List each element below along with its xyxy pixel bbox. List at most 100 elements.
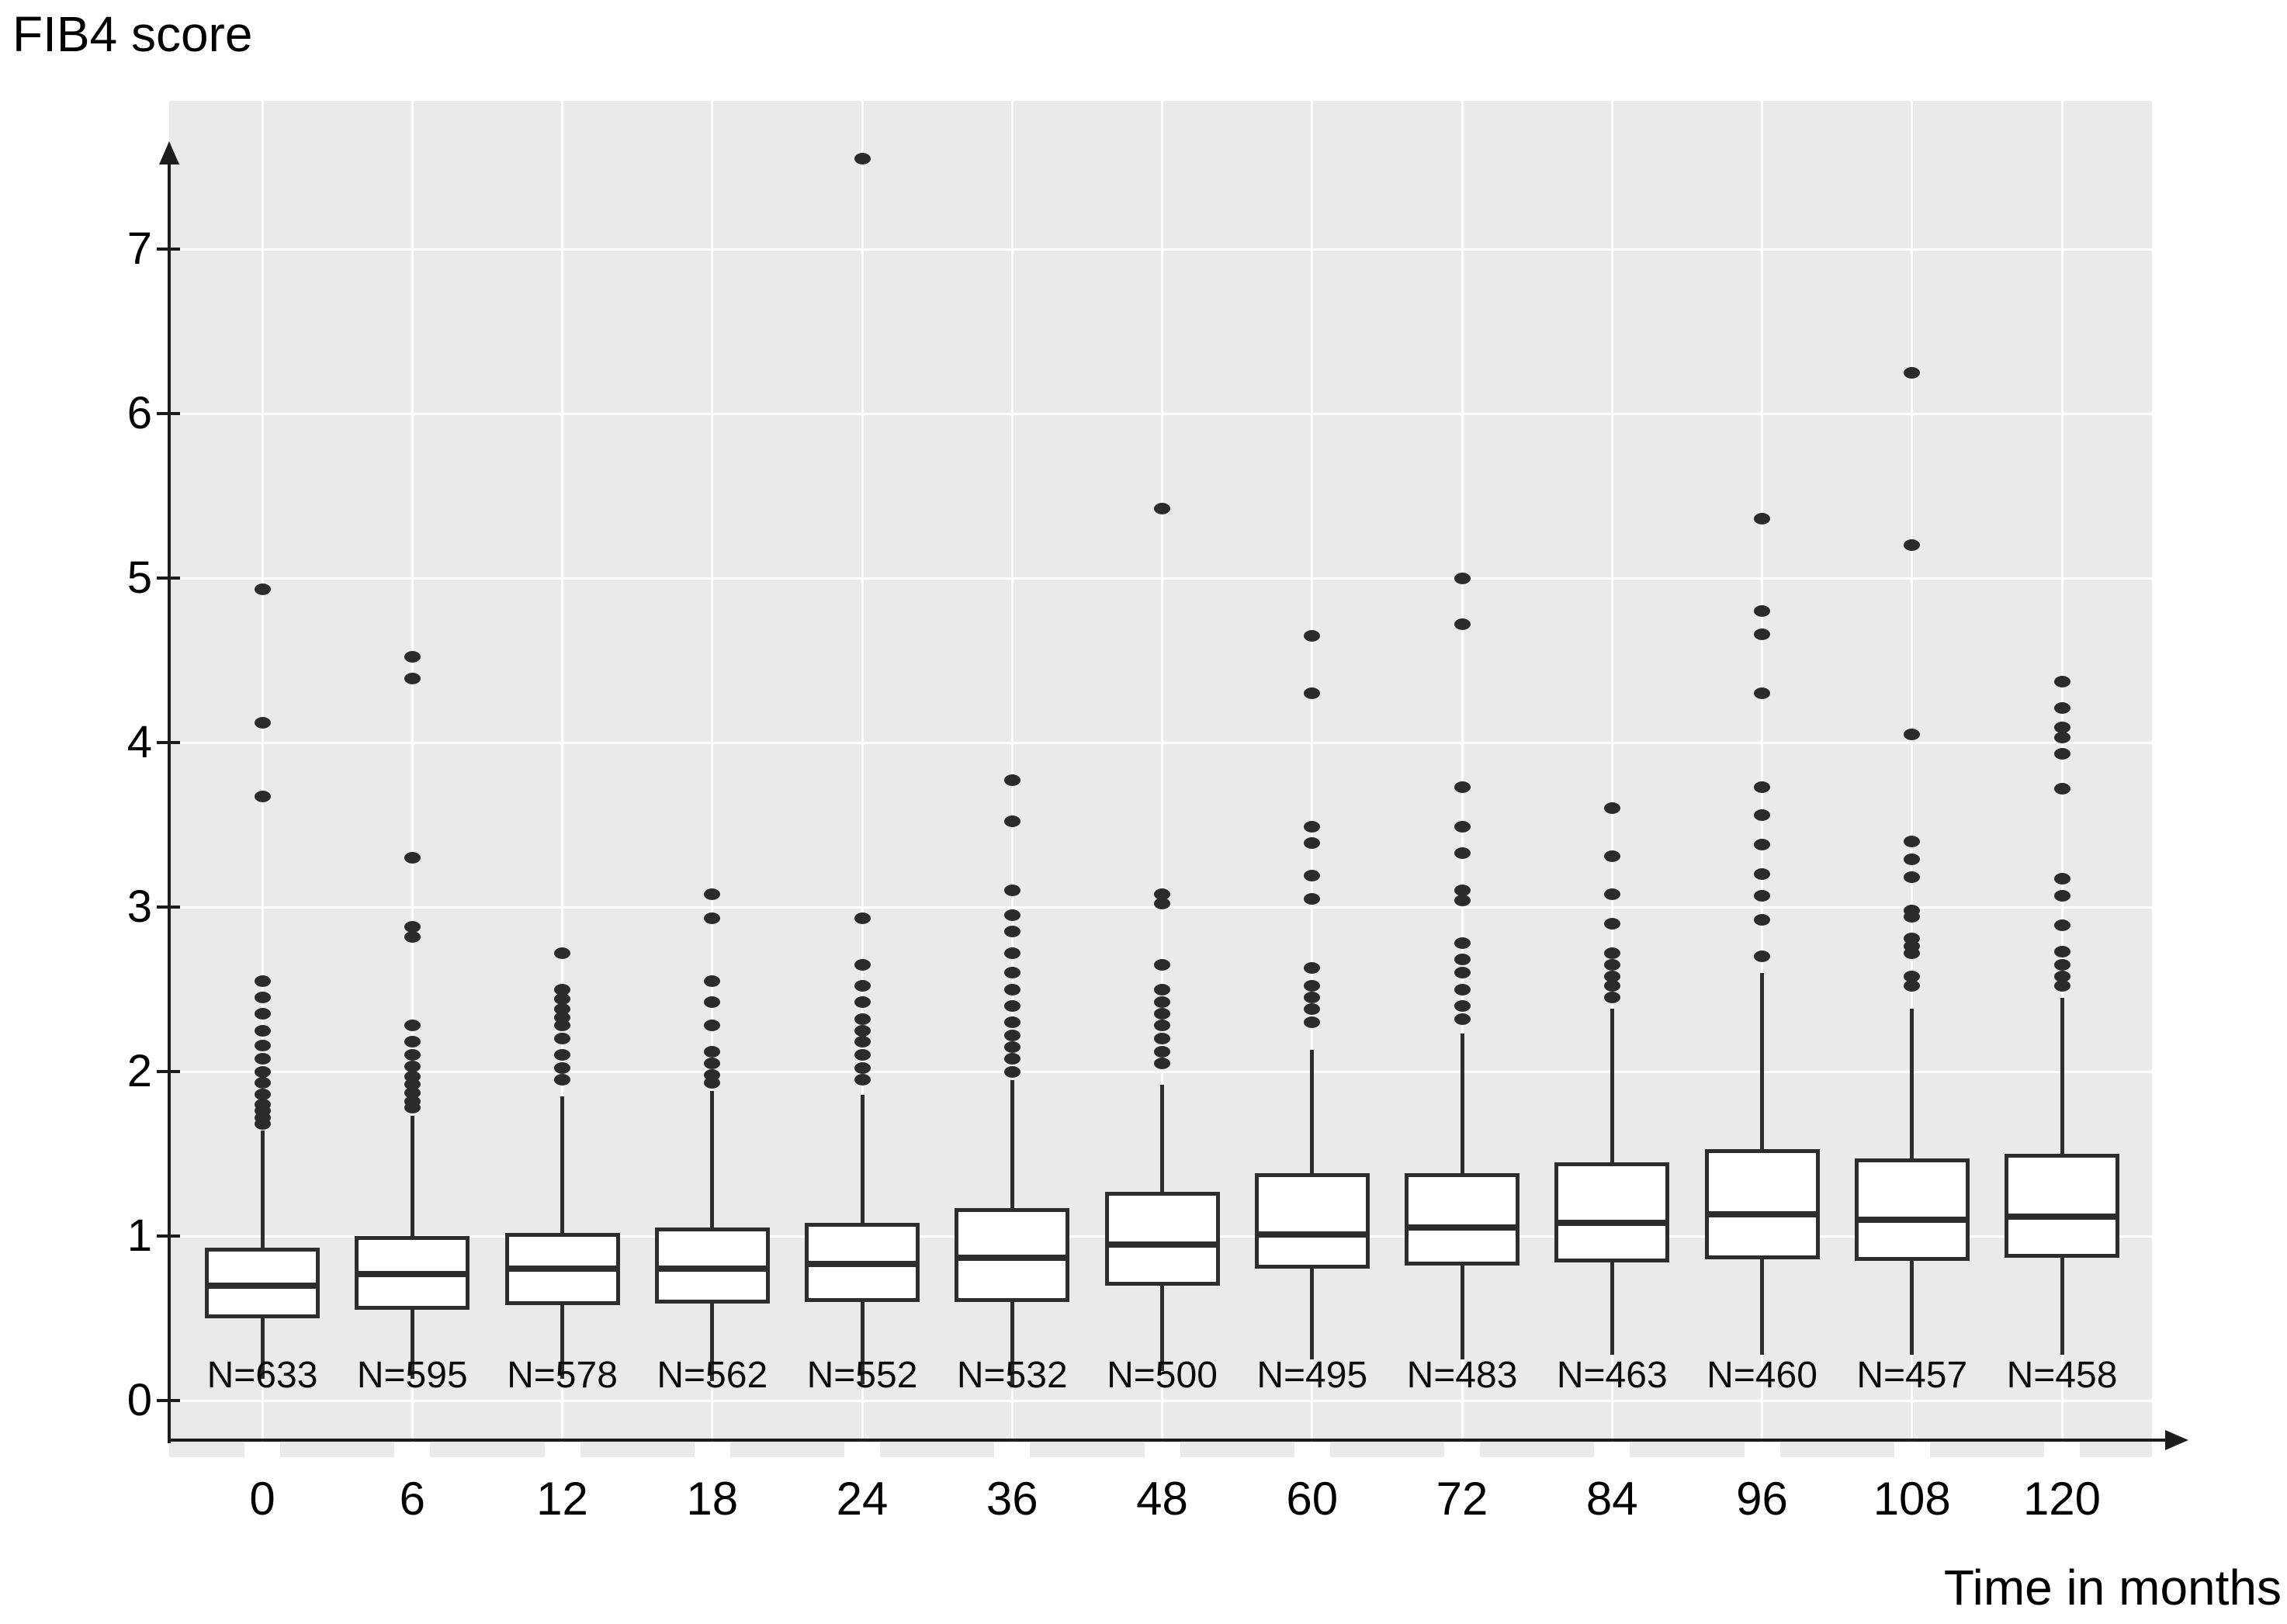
boxplot-median [504, 1266, 620, 1273]
outlier-dot [1304, 1002, 1321, 1015]
outlier-dot [404, 1049, 421, 1061]
outlier-dot [704, 975, 721, 987]
outlier-dot [1304, 961, 1321, 974]
h-gridline [169, 577, 2152, 580]
boxplot-median [805, 1261, 920, 1268]
outlier-dot [854, 958, 871, 971]
h-gridline [169, 1070, 2152, 1073]
outlier-dot [254, 1098, 271, 1110]
n-count-label: N=595 [356, 1355, 468, 1396]
y-tick-label: 7 [126, 223, 152, 274]
y-axis-tick [157, 741, 180, 744]
x-tick-label: 24 [836, 1473, 889, 1525]
outlier-dot [404, 651, 421, 663]
outlier-dot [854, 996, 871, 1009]
outlier-dot [1603, 958, 1620, 971]
x-tick-label: 96 [1736, 1473, 1788, 1525]
outlier-dot [1003, 983, 1020, 996]
outlier-dot [1003, 1041, 1020, 1053]
outlier-dot [554, 1049, 570, 1061]
y-axis-tick [157, 248, 180, 251]
outlier-dot [1003, 1052, 1020, 1065]
outlier-dot [1003, 1065, 1020, 1078]
outlier-dot [854, 152, 871, 164]
outlier-dot [2053, 980, 2070, 992]
outlier-dot [1754, 889, 1770, 902]
outlier-dot [1904, 932, 1921, 944]
v-gridline [411, 101, 414, 1457]
outlier-dot [854, 1062, 871, 1075]
x-axis-tick-notch [844, 1442, 880, 1457]
boxplot-box [1554, 1162, 1670, 1262]
x-tick-label: 6 [399, 1473, 425, 1525]
x-axis-tick-notch [244, 1442, 280, 1457]
outlier-dot [254, 1039, 271, 1051]
v-gridline [1761, 101, 1763, 1457]
outlier-dot [1454, 820, 1471, 833]
n-count-label: N=460 [1707, 1355, 1817, 1396]
outlier-dot [254, 791, 271, 803]
outlier-dot [1454, 847, 1471, 859]
outlier-dot [1904, 539, 1921, 552]
outlier-dot [1603, 947, 1620, 959]
outlier-dot [1154, 898, 1170, 910]
outlier-dot [2053, 919, 2070, 931]
y-axis-tick [157, 412, 180, 415]
boxplot-median [1405, 1224, 1519, 1231]
outlier-dot [704, 1020, 721, 1032]
v-gridline [1161, 101, 1163, 1457]
x-axis-tick-notch [994, 1442, 1031, 1457]
outlier-dot [404, 1087, 421, 1099]
n-count-label: N=633 [206, 1355, 318, 1396]
x-axis-tick-notch [1894, 1442, 1930, 1457]
v-gridline [1610, 101, 1613, 1457]
boxplot-box [1704, 1148, 1820, 1259]
outlier-dot [254, 1065, 271, 1078]
outlier-dot [1754, 868, 1770, 881]
outlier-dot [1754, 809, 1770, 821]
outlier-dot [1754, 838, 1770, 850]
outlier-dot [1754, 604, 1770, 617]
outlier-dot [1603, 980, 1620, 992]
outlier-dot [1304, 980, 1321, 992]
outlier-dot [1454, 954, 1471, 966]
outlier-dot [1304, 892, 1321, 905]
outlier-dot [1754, 513, 1770, 525]
outlier-dot [554, 993, 570, 1006]
v-gridline [1461, 101, 1464, 1457]
v-gridline [561, 101, 563, 1457]
x-axis-tick-notch [1444, 1442, 1480, 1457]
n-count-label: N=463 [1556, 1355, 1668, 1396]
outlier-dot [2053, 748, 2070, 760]
outlier-dot [1003, 999, 1020, 1012]
outlier-dot [1454, 937, 1471, 950]
boxplot-median [654, 1266, 770, 1273]
outlier-dot [1154, 996, 1170, 1009]
outlier-dot [404, 1020, 421, 1032]
x-tick-label: 0 [249, 1473, 275, 1525]
outlier-dot [1154, 1057, 1170, 1069]
outlier-dot [1454, 1013, 1471, 1025]
y-tick-label: 2 [126, 1046, 152, 1096]
v-gridline [1311, 101, 1314, 1457]
outlier-dot [404, 920, 421, 933]
outlier-dot [2053, 676, 2070, 688]
outlier-dot [2053, 958, 2070, 971]
boxplot-box [654, 1228, 770, 1304]
outlier-dot [1304, 870, 1321, 882]
outlier-dot [704, 1068, 721, 1081]
h-gridline [169, 741, 2152, 744]
y-axis-line [168, 159, 171, 1443]
outlier-dot [704, 888, 721, 900]
y-tick-label: 3 [126, 881, 152, 932]
y-axis-tick [157, 1399, 180, 1402]
outlier-dot [1454, 885, 1471, 897]
outlier-dot [854, 980, 871, 992]
outlier-dot [2053, 970, 2070, 982]
outlier-dot [254, 1077, 271, 1089]
outlier-dot [1454, 572, 1471, 584]
x-tick-label: 48 [1136, 1473, 1188, 1525]
outlier-dot [1003, 1029, 1020, 1041]
